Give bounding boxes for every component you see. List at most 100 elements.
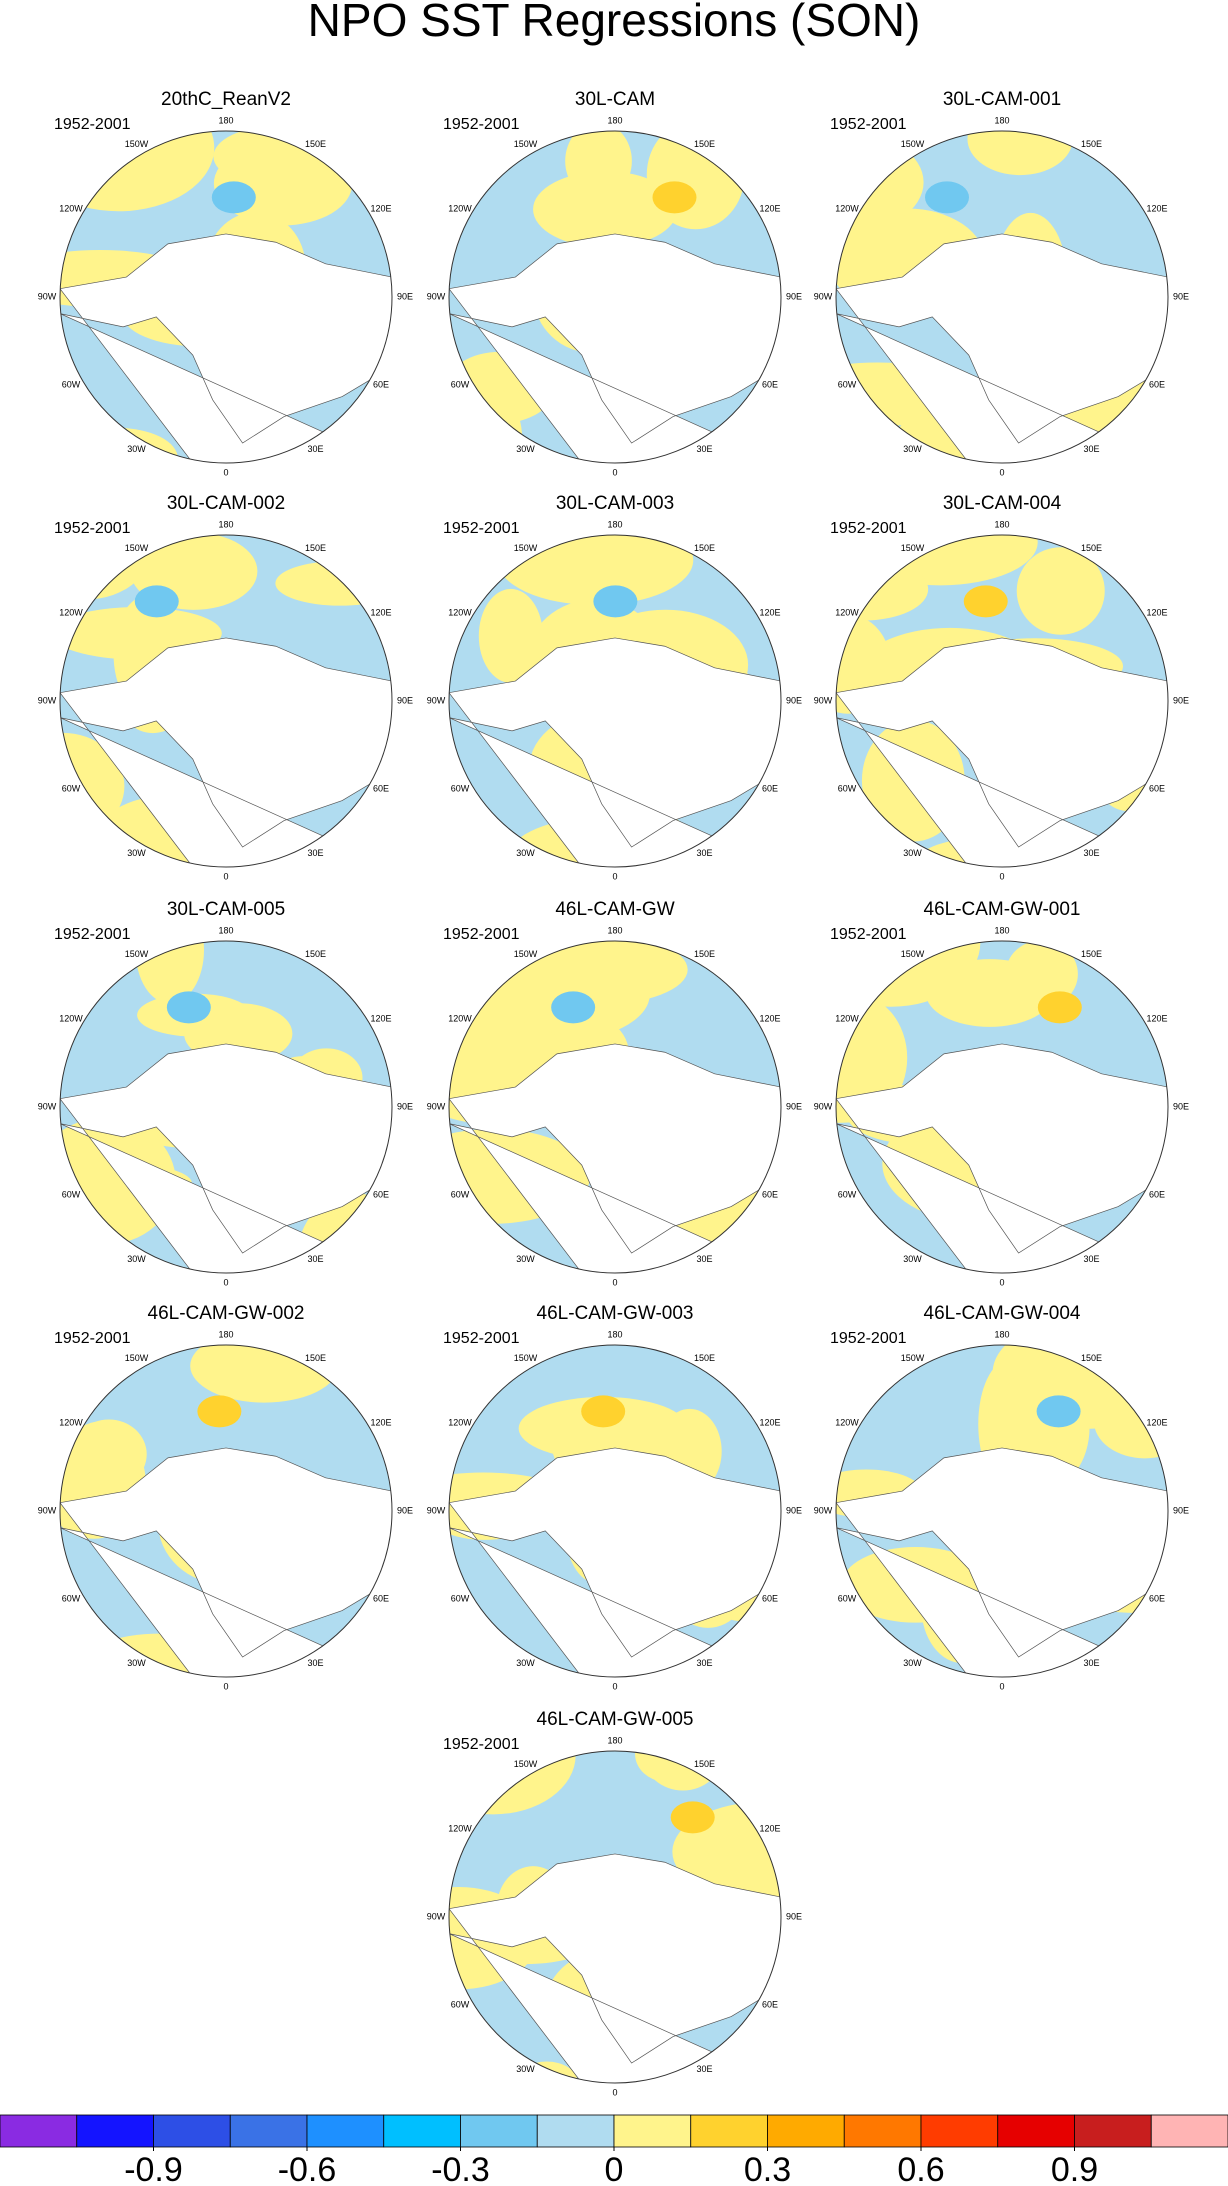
lon-label: 30W bbox=[127, 1254, 146, 1264]
lon-label: 120E bbox=[760, 607, 781, 617]
lon-label: 150E bbox=[1081, 543, 1102, 553]
map-field bbox=[449, 1751, 781, 2083]
colorbar-tick-label: 0 bbox=[605, 2151, 624, 2186]
lon-label: 90E bbox=[786, 1505, 802, 1515]
anomaly-area bbox=[967, 131, 1073, 176]
lon-label: 0 bbox=[612, 1277, 617, 1287]
lon-label: 60E bbox=[1149, 1189, 1165, 1199]
lon-label: 180 bbox=[218, 1329, 233, 1339]
lon-label: 30E bbox=[307, 848, 323, 858]
lon-label: 90W bbox=[814, 695, 833, 705]
land bbox=[60, 637, 392, 867]
anomaly-area bbox=[836, 131, 924, 234]
lon-label: 90E bbox=[786, 291, 802, 301]
lon-label: 180 bbox=[218, 519, 233, 529]
lon-label: 0 bbox=[999, 1681, 1004, 1691]
panel-title: 30L-CAM-003 bbox=[556, 493, 674, 514]
lon-label: 120E bbox=[760, 1013, 781, 1023]
map-field bbox=[60, 1345, 392, 1677]
lon-label: 30W bbox=[127, 444, 146, 454]
anomaly-core bbox=[924, 181, 969, 214]
lon-label: 30W bbox=[516, 444, 535, 454]
land bbox=[449, 637, 781, 867]
lon-label: 90W bbox=[814, 291, 833, 301]
lon-label: 0 bbox=[223, 871, 228, 881]
lon-label: 0 bbox=[612, 1681, 617, 1691]
lon-label: 150E bbox=[305, 1353, 326, 1363]
land bbox=[836, 637, 1168, 867]
anomaly-core bbox=[652, 181, 697, 214]
lon-label: 180 bbox=[994, 519, 1009, 529]
lon-label: 180 bbox=[218, 925, 233, 935]
map-field bbox=[449, 535, 781, 867]
panel-title: 46L-CAM-GW-004 bbox=[924, 1303, 1081, 1324]
lon-label: 60W bbox=[451, 1999, 470, 2009]
lon-label: 90W bbox=[38, 1101, 57, 1111]
anomaly-area bbox=[275, 560, 392, 606]
lon-label: 30E bbox=[696, 2064, 712, 2074]
panel-period: 1952-2001 bbox=[443, 116, 520, 133]
map-border bbox=[835, 534, 1169, 868]
panel-title: 30L-CAM-004 bbox=[943, 493, 1062, 514]
anomaly-area bbox=[836, 557, 929, 621]
panel-title: 46L-CAM-GW-001 bbox=[924, 899, 1081, 920]
lon-label: 90W bbox=[814, 1505, 833, 1515]
lon-label: 60W bbox=[451, 783, 470, 793]
panel-title: 46L-CAM-GW-002 bbox=[148, 1303, 305, 1324]
colorbar-box bbox=[1150, 2114, 1228, 2148]
lon-label: 150W bbox=[901, 543, 925, 553]
lon-label: 0 bbox=[223, 1681, 228, 1691]
map-field bbox=[449, 1345, 781, 1677]
map-panel: 46L-CAM-GW-002 1952-2001 0 30E 60E 90E 120E 150… bbox=[38, 1303, 413, 1691]
lon-label: 150W bbox=[125, 139, 149, 149]
lon-label: 60W bbox=[838, 783, 857, 793]
lon-label: 30W bbox=[516, 1658, 535, 1668]
lon-label: 60W bbox=[62, 783, 81, 793]
lon-label: 30W bbox=[516, 1254, 535, 1264]
land bbox=[449, 1853, 781, 2083]
lon-label: 180 bbox=[607, 1329, 622, 1339]
lon-label: 90E bbox=[397, 291, 413, 301]
panel-period: 1952-2001 bbox=[54, 520, 131, 537]
lon-label: 30W bbox=[903, 444, 922, 454]
lon-label: 150E bbox=[694, 139, 715, 149]
panel-period: 1952-2001 bbox=[443, 1736, 520, 1753]
lon-label: 60E bbox=[373, 783, 389, 793]
land bbox=[60, 233, 392, 463]
panel-period: 1952-2001 bbox=[830, 926, 907, 943]
anomaly-core bbox=[963, 585, 1008, 618]
lon-label: 30W bbox=[127, 1658, 146, 1668]
lon-label: 60E bbox=[762, 1999, 778, 2009]
map-panel: 30L-CAM-005 1952-2001 0 30E 60E 90E 120E 150E 18… bbox=[38, 899, 413, 1287]
colorbar-tick-label: 0.9 bbox=[1051, 2151, 1098, 2186]
map-panel: 46L-CAM-GW 1952-2001 0 30E 60E 90E 120E 150E 180… bbox=[427, 899, 802, 1287]
lon-label: 90E bbox=[1173, 1505, 1189, 1515]
lon-label: 30E bbox=[307, 444, 323, 454]
lon-label: 120W bbox=[59, 1417, 83, 1427]
lon-label: 60E bbox=[373, 1593, 389, 1603]
lon-label: 120E bbox=[371, 1013, 392, 1023]
lon-label: 180 bbox=[994, 925, 1009, 935]
lon-label: 120W bbox=[448, 607, 472, 617]
lon-label: 180 bbox=[607, 115, 622, 125]
map-border bbox=[448, 1344, 782, 1678]
lon-label: 0 bbox=[999, 871, 1004, 881]
lon-label: 150E bbox=[305, 139, 326, 149]
map-field bbox=[449, 941, 781, 1273]
colorbar-box bbox=[613, 2114, 692, 2148]
lon-label: 0 bbox=[612, 871, 617, 881]
map-field bbox=[449, 131, 781, 463]
lon-label: 150W bbox=[125, 949, 149, 959]
lon-label: 180 bbox=[607, 925, 622, 935]
anomaly-core bbox=[581, 1395, 626, 1428]
colorbar-box bbox=[536, 2114, 615, 2148]
colorbar-box bbox=[76, 2114, 154, 2148]
lon-label: 0 bbox=[999, 1277, 1004, 1287]
map-field bbox=[60, 535, 392, 867]
map-border bbox=[835, 130, 1169, 464]
lon-label: 120E bbox=[760, 1823, 781, 1833]
map-panel: 20thC_ReanV2 1952-2001 0 30E 60E 90E 120E 150E 1… bbox=[38, 89, 413, 477]
colorbar-tick-label: 0.3 bbox=[744, 2151, 791, 2186]
lon-label: 0 bbox=[223, 467, 228, 477]
lon-label: 60W bbox=[838, 1593, 857, 1603]
